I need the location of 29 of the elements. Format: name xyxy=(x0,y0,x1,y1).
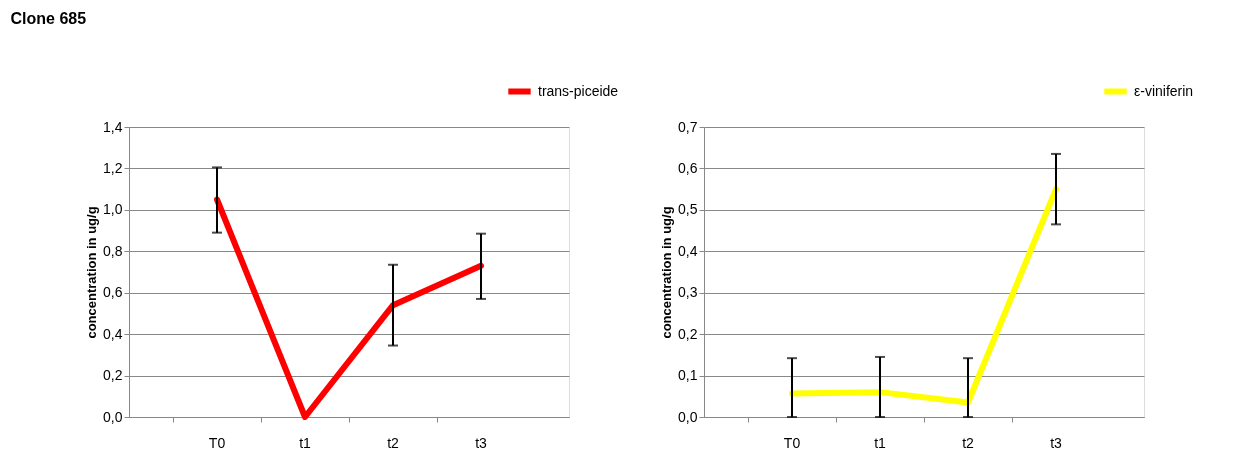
y-tick-label: 0,0 xyxy=(678,408,698,425)
y-tick-label: 0,6 xyxy=(103,284,123,301)
y-tick-label: 0,4 xyxy=(103,325,123,342)
x-tick-label: t2 xyxy=(387,434,400,451)
y-tick-label: 0,8 xyxy=(103,242,123,259)
y-tick-label: 0,0 xyxy=(103,408,123,425)
y-tick-label: 0,7 xyxy=(678,118,698,135)
x-tick-label: t1 xyxy=(874,434,887,451)
y-tick-label: 1,2 xyxy=(103,159,123,176)
x-tick-label: T0 xyxy=(208,434,226,451)
y-axis-title: concentration in ug/g xyxy=(84,206,100,339)
y-axis-title: concentration in ug/g xyxy=(659,206,675,339)
y-tick-label: 0,4 xyxy=(678,242,698,259)
y-tick-label: 0,2 xyxy=(678,325,698,342)
x-tick-label: t1 xyxy=(299,434,312,451)
y-tick-label: 0,5 xyxy=(678,201,698,218)
y-tick-label: 0,2 xyxy=(103,367,123,384)
y-tick-label: 0,3 xyxy=(678,284,698,301)
legend-label: trans-piceide xyxy=(538,82,619,99)
y-tick-label: 0,1 xyxy=(678,367,698,384)
x-tick-label: t2 xyxy=(962,434,975,451)
y-tick-label: 0,6 xyxy=(678,159,698,176)
y-tick-label: 1,4 xyxy=(103,118,123,135)
chart-title: Clone 685 xyxy=(10,10,87,27)
x-tick-label: t3 xyxy=(1050,434,1063,451)
y-tick-label: 1,0 xyxy=(103,201,123,218)
x-tick-label: T0 xyxy=(783,434,801,451)
x-tick-label: t3 xyxy=(475,434,488,451)
legend-label: ε-viniferin xyxy=(1134,82,1194,99)
